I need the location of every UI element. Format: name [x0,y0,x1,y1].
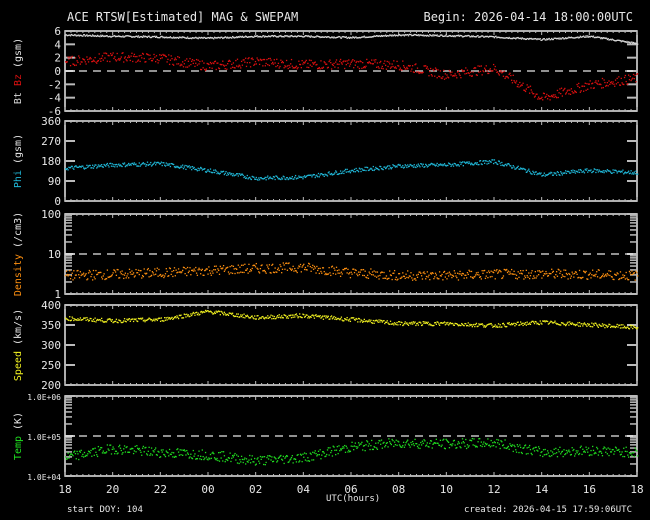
tick-label: 16 [583,483,596,496]
tick-label: 400 [41,299,61,312]
tick-label: 00 [201,483,214,496]
series-bt [65,33,639,45]
begin-timestamp: Begin: 2026-04-14 18:00:00UTC [423,10,633,24]
panel-frame-1 [64,120,638,202]
series-bz [65,52,639,101]
tick-label: 14 [535,483,549,496]
tick-label: 20 [106,483,119,496]
tick-label: 0 [54,195,61,208]
y-axis-label: Speed (km/s) [13,309,24,381]
tick-label: 1.0E+04 [27,473,61,482]
chart-title: ACE RTSW[Estimated] MAG & SWEPAM [67,10,299,24]
y-axis-label: Phi (gsm) [13,134,24,188]
y-axis-label: Bt Bz (gsm) [13,38,24,104]
tick-label: 200 [41,379,61,392]
tick-label: 1.0E+06 [27,393,61,402]
series-speed [65,309,639,330]
tick-label: 4 [54,38,61,51]
tick-label: 250 [41,359,61,372]
tick-label: 90 [48,175,61,188]
series-phi [65,159,639,181]
tick-label: 180 [41,155,61,168]
tick-label: 300 [41,339,61,352]
series-density [65,262,639,281]
tick-label: 10 [48,248,61,261]
tick-label: 350 [41,319,61,332]
tick-label: 270 [41,135,61,148]
tick-label: 100 [41,208,61,221]
panel-frame-3 [64,304,638,386]
created-timestamp: created: 2026-04-15 17:59:06UTC [464,505,632,515]
tick-label: 06 [344,483,357,496]
tick-label: 6 [54,25,61,38]
tick-label: 1.0E+05 [27,433,61,442]
tick-label: 18 [58,483,71,496]
tick-label: 1 [54,288,61,301]
tick-label: 2 [54,52,61,65]
series-temp [65,437,639,466]
y-axis-label: Density (/cm3) [13,212,24,296]
tick-label: 12 [487,483,500,496]
tick-label: 360 [41,115,61,128]
tick-label: 08 [392,483,405,496]
tick-label: -4 [48,92,62,105]
tick-label: -2 [48,78,61,91]
tick-label: 02 [249,483,262,496]
tick-label: 04 [297,483,311,496]
tick-label: 10 [440,483,453,496]
tick-label: -6 [48,105,61,118]
tick-label: 18 [630,483,643,496]
start-doy: start DOY: 104 [67,505,143,515]
y-axis-label: Temp (K) [13,412,24,460]
tick-label: 0 [54,65,61,78]
tick-label: 22 [154,483,167,496]
x-axis-label: UTC(hours) [326,494,381,504]
